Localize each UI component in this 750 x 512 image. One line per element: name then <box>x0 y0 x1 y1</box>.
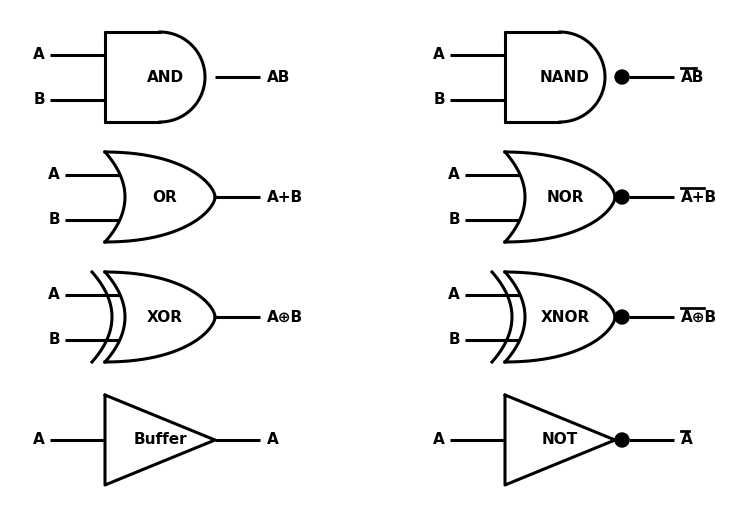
Text: AB: AB <box>267 70 290 84</box>
Text: A: A <box>433 47 445 62</box>
Text: NOT: NOT <box>542 433 578 447</box>
Text: A⊕B: A⊕B <box>681 309 717 325</box>
Text: A: A <box>681 433 693 447</box>
Text: NAND: NAND <box>540 70 590 84</box>
Text: A: A <box>33 47 45 62</box>
Text: B: B <box>48 332 60 347</box>
Text: A⊕B: A⊕B <box>267 309 303 325</box>
Text: XNOR: XNOR <box>540 309 590 325</box>
Text: Buffer: Buffer <box>134 433 187 447</box>
Text: A: A <box>448 167 460 182</box>
Text: B: B <box>48 212 60 227</box>
Text: AND: AND <box>146 70 184 84</box>
Text: XOR: XOR <box>147 309 183 325</box>
Text: NOR: NOR <box>546 189 584 204</box>
Text: B: B <box>433 92 445 107</box>
Text: OR: OR <box>153 189 177 204</box>
Text: B: B <box>33 92 45 107</box>
Text: A+B: A+B <box>681 189 717 204</box>
Circle shape <box>615 433 629 447</box>
Circle shape <box>615 70 629 84</box>
Text: A: A <box>48 167 60 182</box>
Circle shape <box>615 310 629 324</box>
Text: B: B <box>448 212 460 227</box>
Text: A+B: A+B <box>267 189 303 204</box>
Text: AB: AB <box>681 70 704 84</box>
Circle shape <box>615 190 629 204</box>
Text: A: A <box>267 433 279 447</box>
Text: A: A <box>433 433 445 447</box>
Text: B: B <box>448 332 460 347</box>
Text: A: A <box>48 287 60 302</box>
Text: A: A <box>448 287 460 302</box>
Text: A: A <box>33 433 45 447</box>
